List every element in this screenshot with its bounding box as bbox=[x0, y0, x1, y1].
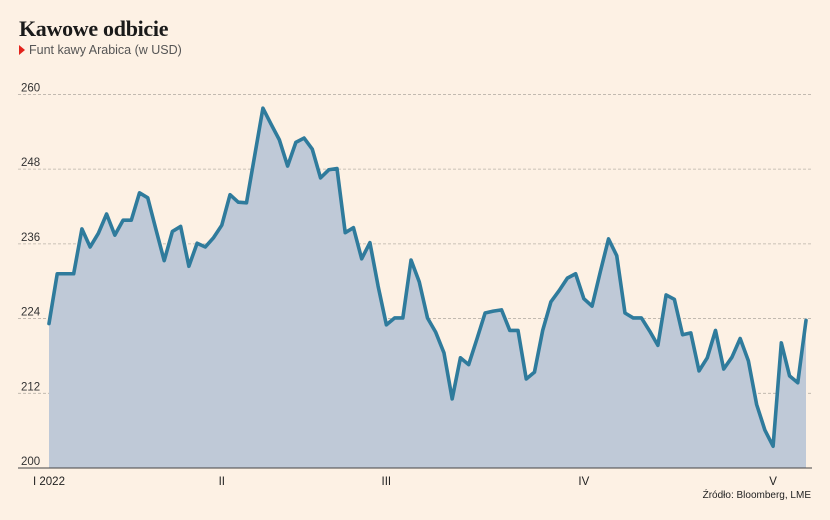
y-tick-label: 248 bbox=[21, 157, 40, 169]
x-tick-label: II bbox=[219, 476, 225, 488]
chart-subtitle: Funt kawy Arabica (w USD) bbox=[19, 43, 182, 57]
y-tick-label: 200 bbox=[21, 456, 40, 468]
chart-title: Kawowe odbicie bbox=[19, 16, 169, 41]
area-fill bbox=[49, 108, 806, 469]
price-line bbox=[47, 106, 808, 449]
x-tick-label: V bbox=[769, 476, 777, 488]
source-note: Źródło: Bloomberg, LME bbox=[702, 490, 811, 501]
y-tick-label: 212 bbox=[21, 381, 40, 393]
x-axis-ticks: I 2022 II III IV V bbox=[33, 476, 777, 488]
y-tick-label: 260 bbox=[21, 82, 40, 94]
x-tick-label: I 2022 bbox=[33, 476, 65, 488]
y-tick-label: 224 bbox=[21, 307, 41, 319]
subtitle-text: Funt kawy Arabica (w USD) bbox=[29, 43, 182, 57]
x-tick-label: III bbox=[382, 476, 392, 488]
y-tick-label: 236 bbox=[21, 232, 40, 244]
triangle-marker-icon bbox=[19, 45, 25, 55]
y-axis-ticks: 260 248 236 224 212 200 bbox=[21, 82, 41, 468]
x-tick-label: IV bbox=[578, 476, 589, 488]
